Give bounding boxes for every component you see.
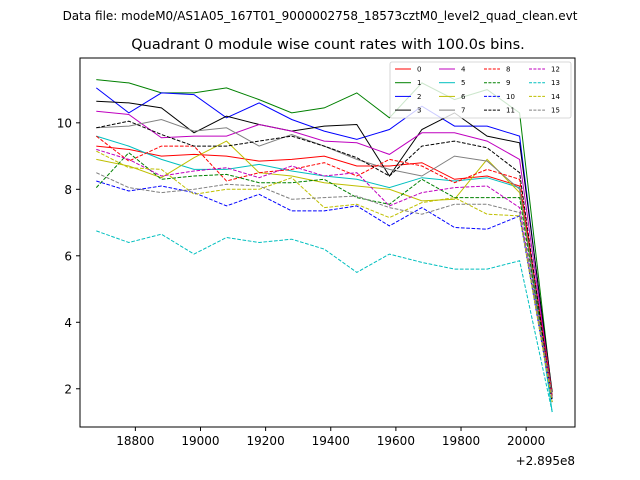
x-tick-label: 19200 [247, 434, 285, 448]
chart-suptitle: Data file: modeM0/AS1A05_167T01_90000027… [63, 9, 578, 23]
y-tick-label: 2 [64, 382, 72, 396]
series-line-8 [95, 135, 553, 396]
legend-label-1: 1 [417, 79, 421, 87]
legend-label-6: 6 [461, 93, 466, 101]
x-tick-label: 20000 [507, 434, 545, 448]
legend-label-9: 9 [506, 79, 510, 87]
legend-label-7: 7 [461, 107, 465, 115]
y-tick-label: 8 [64, 183, 72, 197]
legend-label-5: 5 [461, 79, 465, 87]
y-tick-label: 10 [57, 116, 72, 130]
legend-label-8: 8 [506, 66, 510, 74]
axes-frame [79, 57, 576, 428]
legend-label-11: 11 [506, 107, 515, 115]
series-line-0 [96, 145, 553, 393]
legend-label-3: 3 [417, 107, 421, 115]
series-layer [95, 79, 553, 413]
y-tick-label: 6 [64, 249, 72, 263]
series-line-2 [95, 87, 553, 399]
legend-label-10: 10 [506, 93, 515, 101]
legend-label-13: 13 [551, 79, 560, 87]
chart-title: Quadrant 0 module wise count rates with … [131, 37, 525, 53]
legend-label-12: 12 [551, 66, 560, 74]
y-tick-label: 4 [64, 316, 72, 330]
series-line-14 [96, 150, 553, 403]
series-line-11 [96, 120, 553, 403]
legend-label-4: 4 [461, 66, 466, 74]
legend-box [389, 61, 572, 119]
y-axis: 2 4 6 8 10 [57, 116, 80, 396]
plot-area [79, 57, 576, 428]
legend-label-14: 14 [551, 93, 560, 101]
series-line-6 [96, 140, 553, 396]
legend-label-15: 15 [551, 107, 560, 115]
series-line-4 [96, 110, 553, 396]
series-line-13 [96, 230, 553, 413]
legend-label-2: 2 [417, 93, 421, 101]
series-line-15 [96, 172, 553, 396]
x-tick-label: 19800 [442, 434, 480, 448]
series-line-12 [96, 148, 553, 399]
series-line-9 [95, 152, 553, 399]
x-tick-label: 18800 [116, 434, 154, 448]
x-tick-label: 19000 [181, 434, 219, 448]
x-tick-label: 19400 [312, 434, 350, 448]
x-axis: 18800 19000 19200 19400 19600 19800 20000 [116, 427, 545, 448]
x-tick-label: 19600 [377, 434, 415, 448]
x-axis-offset-label: +2.895e8 [516, 454, 575, 468]
series-line-10 [96, 180, 553, 403]
legend-label-0: 0 [417, 66, 421, 74]
series-line-3 [96, 100, 553, 393]
